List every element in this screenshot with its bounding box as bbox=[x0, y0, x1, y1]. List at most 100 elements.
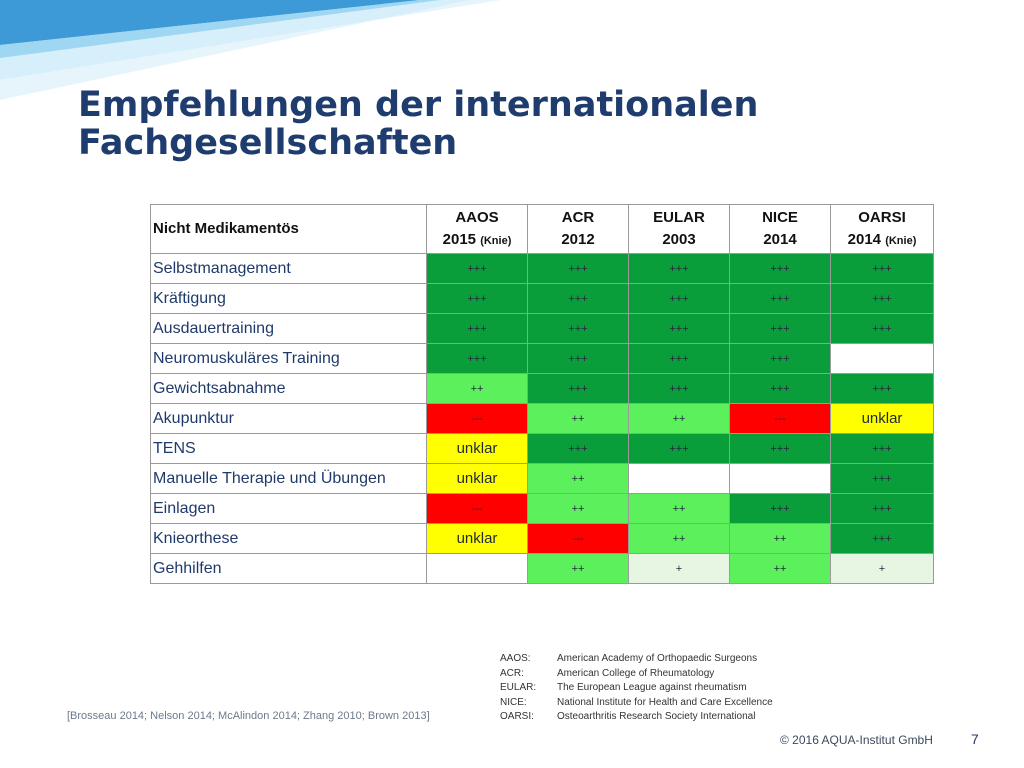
table-row: Neuromuskuläres Training +++ +++ +++ +++ bbox=[150, 343, 934, 374]
column-name: OARSI bbox=[858, 208, 906, 226]
rating-cell: +++ bbox=[830, 313, 934, 344]
rating-cell bbox=[830, 343, 934, 374]
row-label: Akupunktur bbox=[150, 403, 427, 434]
abbreviation-item: NICE: National Institute for Health and C… bbox=[500, 696, 773, 711]
table-row: Knieorthese unklar --- ++ ++ +++ bbox=[150, 523, 934, 554]
column-header-oarsi: OARSI 2014 (Knie) bbox=[830, 204, 934, 254]
rating-cell: +++ bbox=[830, 373, 934, 404]
rating-cell: --- bbox=[527, 523, 629, 554]
copyright-footer: © 2016 AQUA-Institut GmbH bbox=[780, 733, 933, 747]
abbreviation-meaning: National Institute for Health and Care E… bbox=[557, 696, 773, 708]
rating-cell: +++ bbox=[830, 433, 934, 464]
column-name: EULAR bbox=[653, 209, 705, 226]
rating-cell: --- bbox=[729, 403, 831, 434]
row-label: Selbstmanagement bbox=[150, 253, 427, 284]
row-label: TENS bbox=[150, 433, 427, 464]
rating-cell: +++ bbox=[729, 313, 831, 344]
table-row: TENS unklar +++ +++ +++ +++ bbox=[150, 433, 934, 464]
rating-cell bbox=[628, 463, 730, 494]
table-row: Ausdauertraining +++ +++ +++ +++ +++ bbox=[150, 313, 934, 344]
rating-cell bbox=[426, 553, 528, 584]
corner-header: Nicht Medikamentös bbox=[150, 204, 427, 254]
recommendations-table: Nicht Medikamentös AAOS 2015 (Knie) ACR … bbox=[150, 204, 934, 584]
rating-cell: +++ bbox=[527, 313, 629, 344]
rating-cell: +++ bbox=[527, 253, 629, 284]
row-label: Manuelle Therapie und Übungen bbox=[150, 463, 427, 494]
table-row: Selbstmanagement +++ +++ +++ +++ +++ bbox=[150, 253, 934, 284]
rating-cell: +++ bbox=[628, 313, 730, 344]
rating-cell: +++ bbox=[628, 433, 730, 464]
abbreviation-code: OARSI: bbox=[500, 711, 534, 722]
rating-cell bbox=[729, 463, 831, 494]
abbreviation-meaning: American Academy of Orthopaedic Surgeons bbox=[557, 653, 758, 664]
rating-cell: +++ bbox=[729, 253, 831, 284]
abbreviation-code: AAOS: bbox=[500, 653, 531, 664]
column-header-aaos: AAOS 2015 (Knie) bbox=[426, 204, 528, 254]
rating-cell: +++ bbox=[628, 373, 730, 404]
abbreviation-item: AAOS: American Academy of Orthopaedic Sur… bbox=[500, 652, 773, 667]
column-note: (Knie) bbox=[480, 234, 512, 247]
rating-cell: +++ bbox=[426, 343, 528, 374]
rating-cell: ++ bbox=[729, 553, 831, 584]
table-row: Gehhilfen ++ + ++ + bbox=[150, 553, 934, 584]
rating-cell: ++ bbox=[628, 403, 730, 434]
table-row: Kräftigung +++ +++ +++ +++ +++ bbox=[150, 283, 934, 314]
column-name: NICE bbox=[762, 209, 798, 226]
rating-cell: ++ bbox=[527, 403, 629, 434]
row-label: Gewichtsabnahme bbox=[150, 373, 427, 404]
column-header-acr: ACR 2012 bbox=[527, 204, 629, 254]
rating-cell: +++ bbox=[628, 283, 730, 314]
table-row: Akupunktur --- ++ ++ --- unklar bbox=[150, 403, 934, 434]
row-label: Ausdauertraining bbox=[150, 313, 427, 344]
abbreviation-item: ACR: American College of Rheumatology bbox=[500, 667, 773, 682]
column-year: 2003 bbox=[662, 231, 696, 248]
table-row: Einlagen --- ++ ++ +++ +++ bbox=[150, 493, 934, 524]
slide-title-line-1: Empfehlungen der internationalen bbox=[78, 85, 759, 125]
rating-cell: +++ bbox=[527, 343, 629, 374]
row-label: Gehhilfen bbox=[150, 553, 427, 584]
column-note: (Knie) bbox=[885, 234, 917, 247]
column-year: 2014 bbox=[763, 231, 797, 248]
abbreviation-legend: AAOS: American Academy of Orthopaedic Sur… bbox=[500, 652, 773, 725]
table-body: Selbstmanagement +++ +++ +++ +++ +++ Kräftigun… bbox=[150, 253, 934, 584]
rating-cell: +++ bbox=[426, 253, 528, 284]
row-label: Kräftigung bbox=[150, 283, 427, 314]
column-name: ACR bbox=[561, 209, 595, 226]
rating-cell: +++ bbox=[729, 373, 831, 404]
rating-cell: --- bbox=[426, 493, 528, 524]
rating-cell: +++ bbox=[830, 253, 934, 284]
rating-cell: unklar bbox=[426, 523, 528, 554]
rating-cell: ++ bbox=[527, 463, 629, 494]
row-label: Neuromuskuläres Training bbox=[150, 343, 427, 374]
abbreviation-code: NICE: bbox=[500, 696, 527, 708]
row-label: Knieorthese bbox=[150, 523, 427, 554]
column-year: 2014 bbox=[847, 230, 882, 248]
column-year: 2012 bbox=[561, 231, 595, 248]
abbreviation-meaning: Osteoarthritis Research Society Internat… bbox=[557, 711, 756, 722]
rating-cell: --- bbox=[426, 403, 528, 434]
rating-cell: unklar bbox=[830, 403, 934, 434]
column-header-nice: NICE 2014 bbox=[729, 204, 831, 254]
table-row: Gewichtsabnahme ++ +++ +++ +++ +++ bbox=[150, 373, 934, 404]
rating-cell: ++ bbox=[628, 493, 730, 524]
rating-cell: +++ bbox=[830, 523, 934, 554]
rating-cell: ++ bbox=[527, 553, 629, 584]
rating-cell: +++ bbox=[729, 343, 831, 374]
abbreviation-meaning: American College of Rheumatology bbox=[557, 667, 715, 679]
rating-cell: +++ bbox=[729, 283, 831, 314]
abbreviation-item: EULAR: The European League against rheuma… bbox=[500, 681, 773, 696]
rating-cell: +++ bbox=[527, 433, 629, 464]
rating-cell: unklar bbox=[426, 463, 528, 494]
rating-cell: +++ bbox=[527, 373, 629, 404]
column-header-eular: EULAR 2003 bbox=[628, 204, 730, 254]
rating-cell: ++ bbox=[426, 373, 528, 404]
source-references: [Brosseau 2014; Nelson 2014; McAlindon 2… bbox=[67, 710, 430, 722]
abbreviation-code: ACR: bbox=[500, 667, 524, 679]
slide-title: Empfehlungen der internationalen Fachges… bbox=[78, 86, 758, 162]
rating-cell: + bbox=[830, 553, 934, 584]
table-header-row: Nicht Medikamentös AAOS 2015 (Knie) ACR … bbox=[150, 204, 934, 254]
header-decoration bbox=[0, 0, 500, 100]
rating-cell: +++ bbox=[830, 283, 934, 314]
rating-cell: ++ bbox=[527, 493, 629, 524]
column-year: 2015 bbox=[442, 230, 477, 248]
